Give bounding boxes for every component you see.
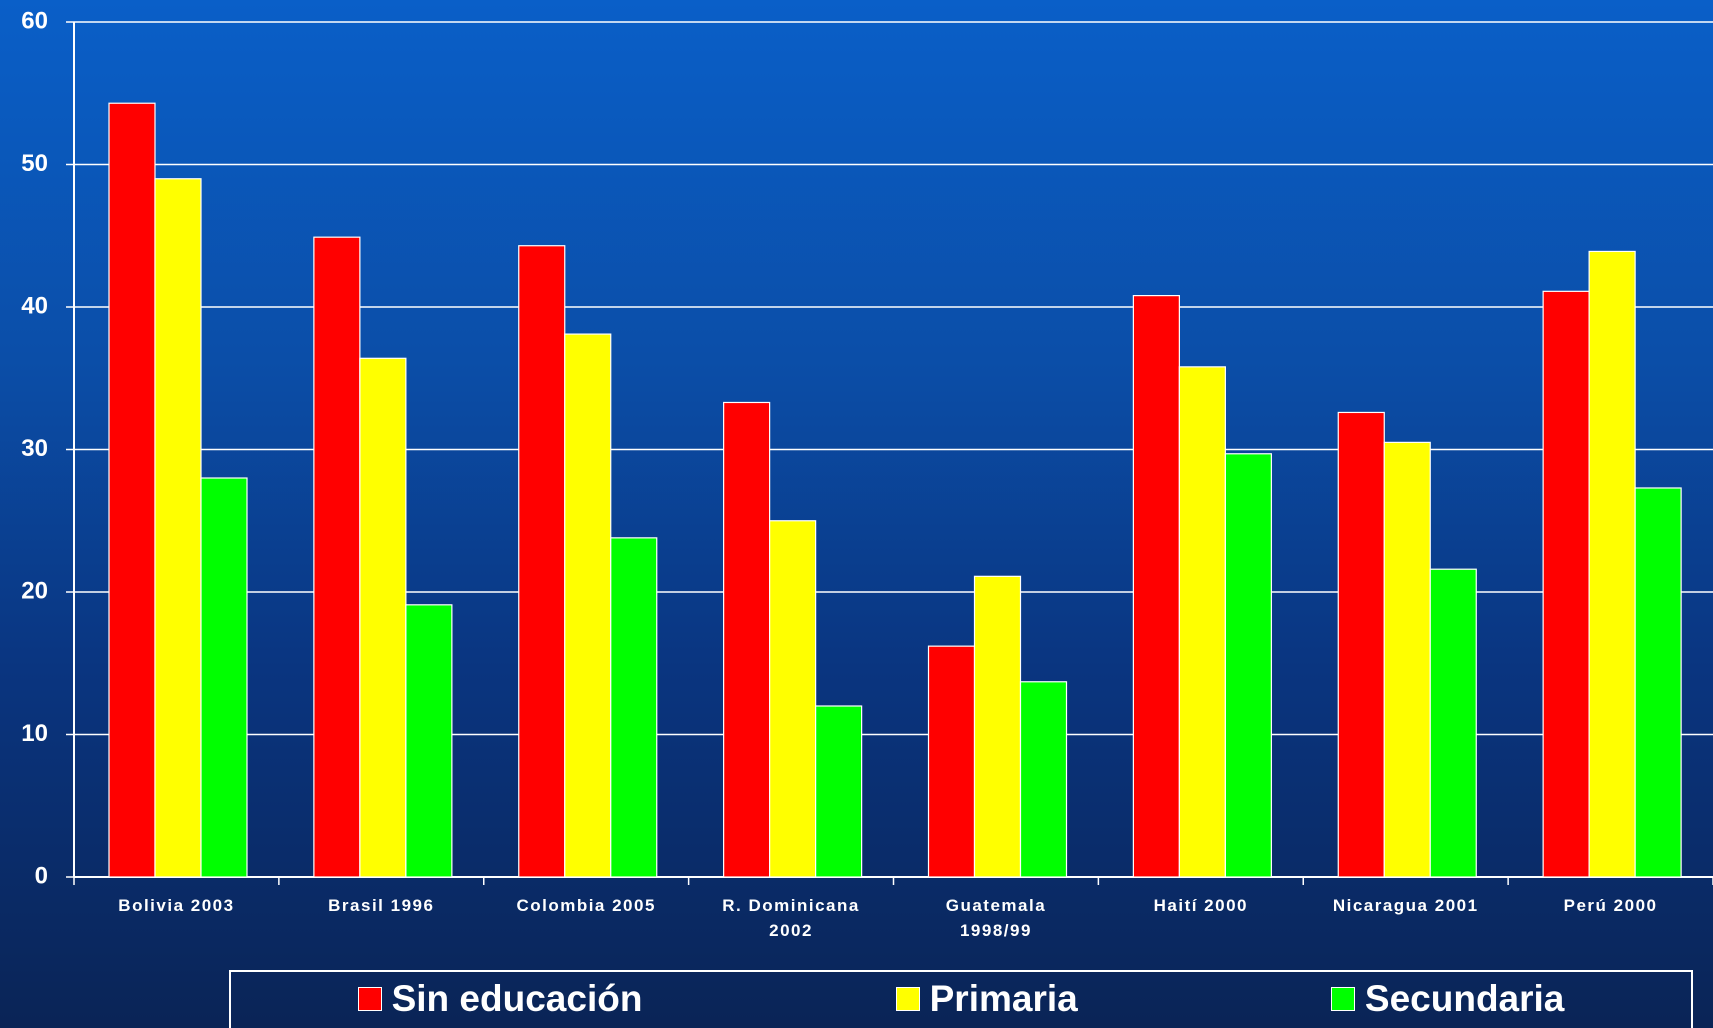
y-tick-label: 20 [21, 577, 48, 604]
legend-item: Secundaria [1330, 978, 1565, 1020]
x-tick-label: Guatemala 1998/99 [945, 896, 1047, 940]
bar [564, 333, 612, 878]
bar [1542, 290, 1590, 878]
y-tick-label: 0 [35, 862, 48, 889]
bar [200, 477, 248, 878]
legend-label: Sin educación [391, 978, 643, 1019]
legend-label: Primaria [929, 978, 1078, 1019]
legend: Sin educación Primaria Secundaria [229, 970, 1693, 1028]
x-tick-label: Perú 2000 [1563, 896, 1658, 915]
x-tick-label: R. Dominicana 2002 [722, 896, 860, 940]
bar [769, 520, 817, 878]
bar [1383, 441, 1431, 878]
y-tick-label: 10 [21, 720, 48, 747]
legend-label: Secundaria [1364, 978, 1565, 1019]
x-tick-label: Colombia 2005 [516, 896, 656, 915]
y-tick-label: 60 [21, 7, 48, 34]
bar [313, 236, 361, 878]
bar [1224, 453, 1272, 878]
y-tick-label: 50 [21, 150, 48, 177]
y-tick-label: 30 [21, 435, 48, 462]
bar [405, 604, 453, 878]
bar [1634, 487, 1682, 878]
bar [815, 705, 863, 878]
bar [154, 178, 202, 878]
bar [610, 537, 658, 878]
legend-item: Primaria [895, 978, 1078, 1020]
bar [927, 645, 976, 878]
x-tick-label: Haití 2000 [1153, 896, 1248, 915]
bar [1588, 250, 1636, 878]
x-tick-label: Brasil 1996 [328, 896, 435, 915]
bar [723, 401, 771, 878]
bar [1019, 681, 1068, 878]
bar [359, 357, 407, 878]
legend-swatch [357, 987, 382, 1011]
bar [518, 245, 566, 878]
bar [1132, 295, 1180, 878]
bar [108, 102, 156, 878]
x-tick-label: Bolivia 2003 [118, 896, 235, 915]
legend-swatch [1330, 987, 1355, 1011]
y-tick-label: 40 [21, 292, 48, 319]
bar [973, 575, 1022, 878]
bar [1178, 366, 1226, 878]
legend-swatch [895, 987, 920, 1011]
x-tick-label: Nicaragua 2001 [1332, 896, 1479, 915]
bar [1429, 568, 1477, 878]
bar [1337, 411, 1385, 878]
legend-item: Sin educación [357, 978, 643, 1020]
